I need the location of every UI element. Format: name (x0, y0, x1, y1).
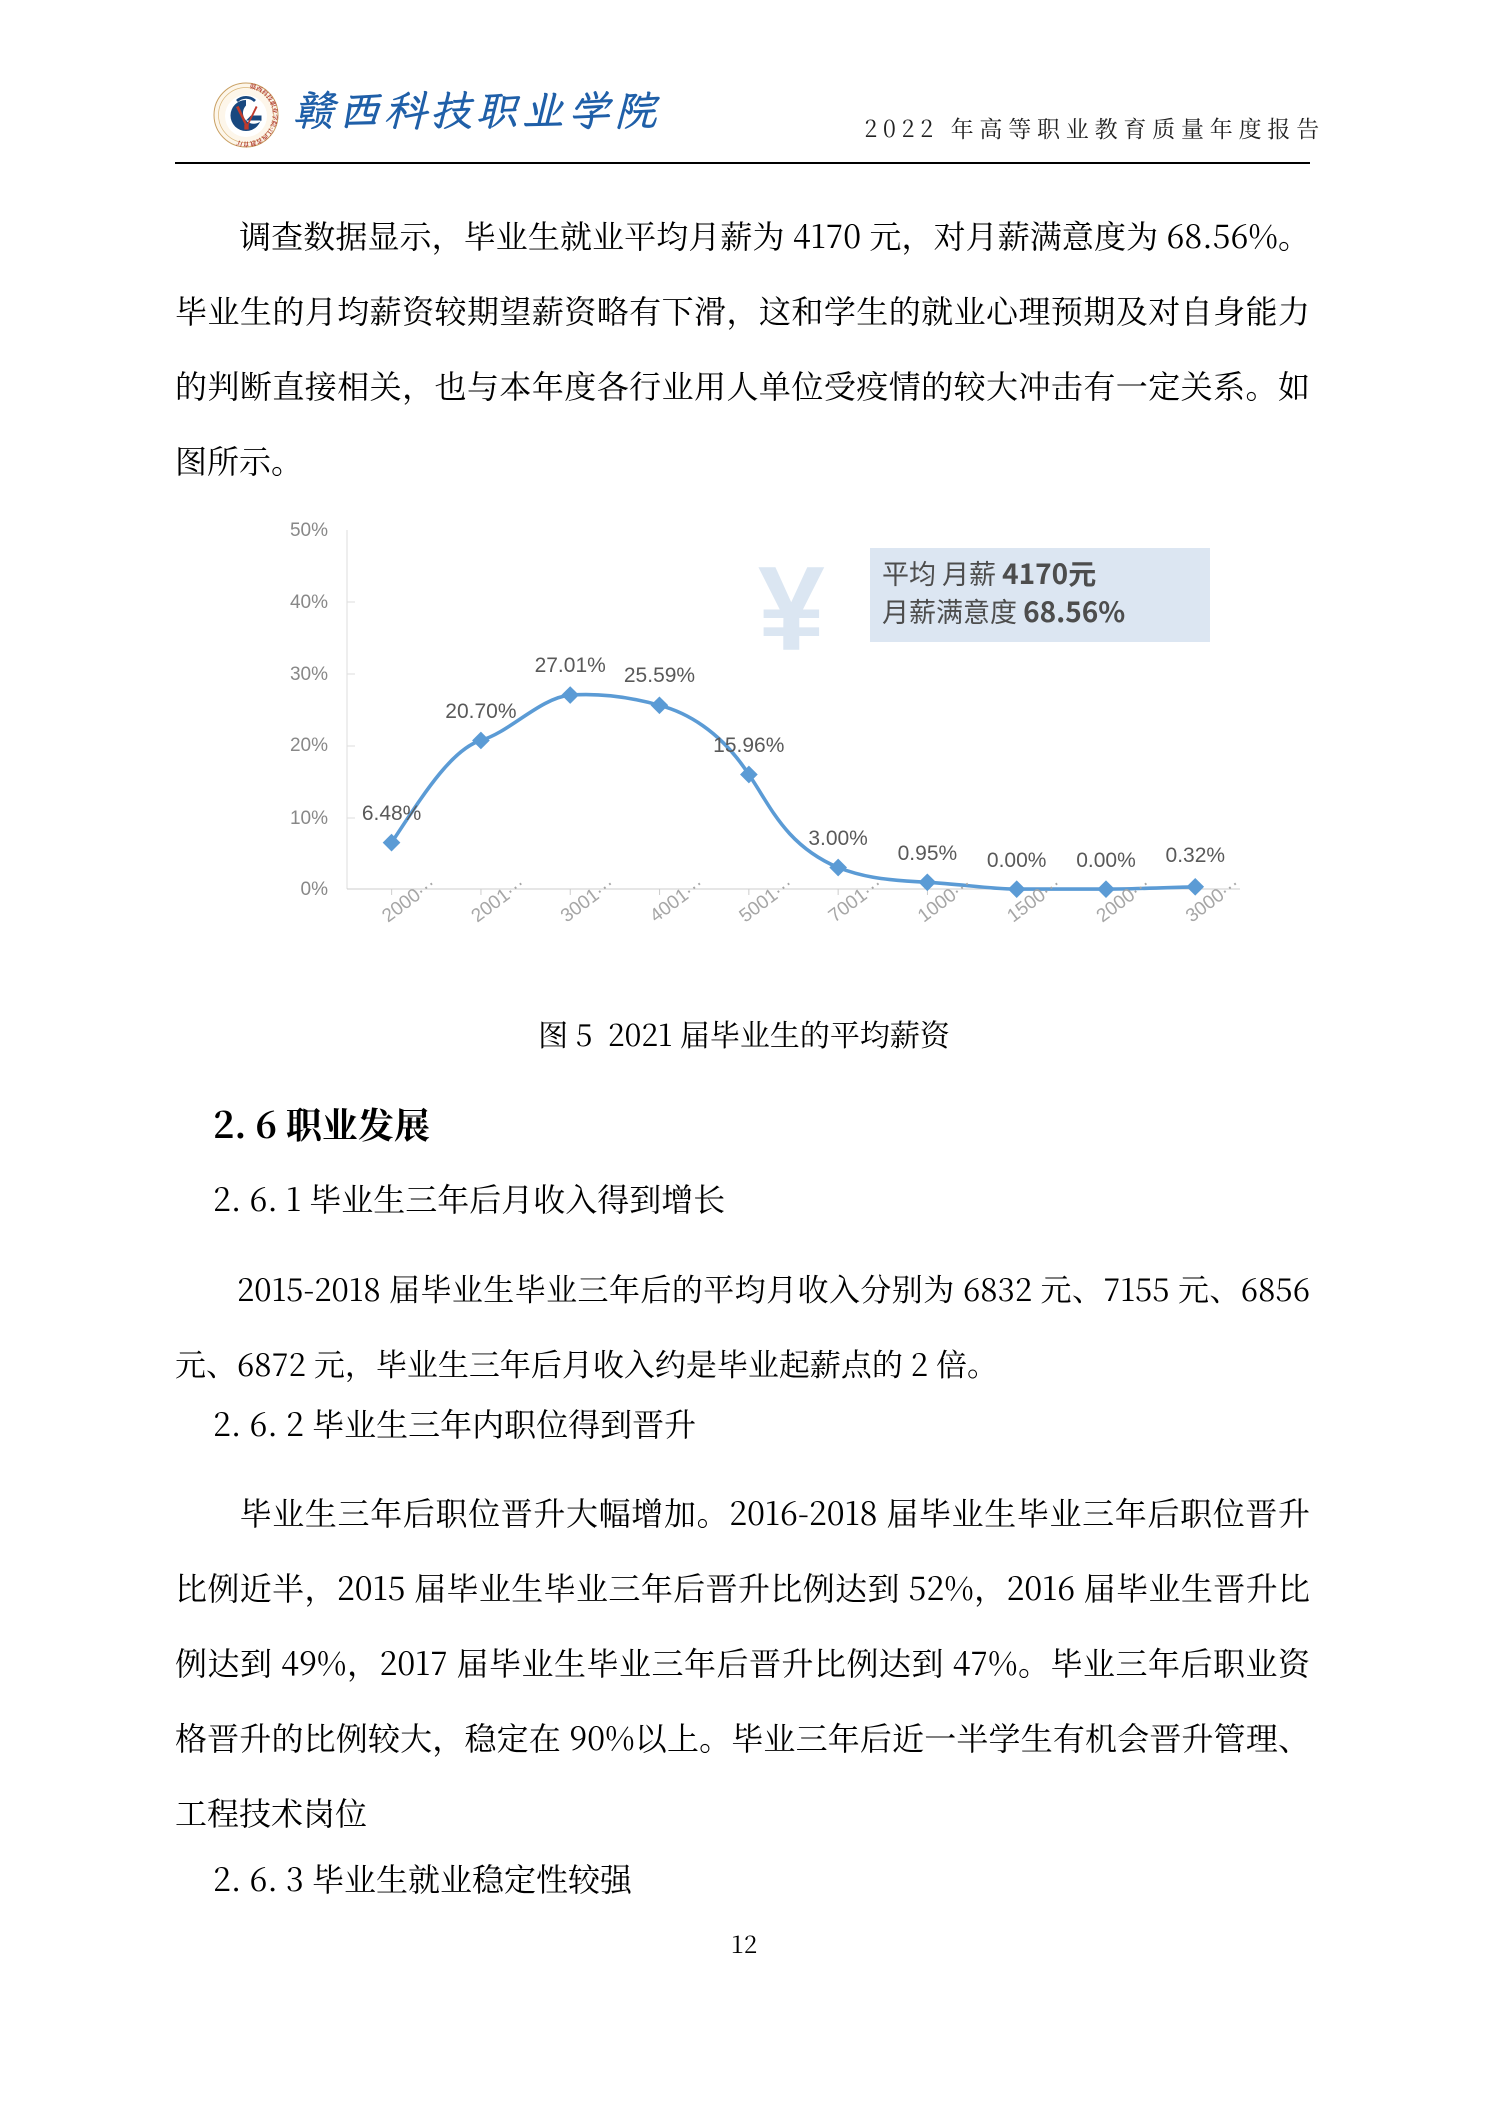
svg-text:2001···: 2001··· (468, 873, 530, 927)
svg-text:1500···: 1500··· (1003, 873, 1065, 927)
svg-text:0.00%: 0.00% (1076, 849, 1136, 872)
svg-text:10%: 10% (290, 808, 328, 829)
svg-text:7001···: 7001··· (825, 873, 887, 927)
svg-text:月薪满意度 68.56%: 月薪满意度 68.56% (882, 591, 1125, 631)
svg-text:5001···: 5001··· (736, 873, 798, 927)
svg-text:15.96%: 15.96% (713, 734, 784, 757)
svg-text:3001···: 3001··· (557, 873, 619, 927)
svg-text:0%: 0% (301, 879, 329, 900)
svg-text:20.70%: 20.70% (445, 700, 516, 723)
svg-text:¥: ¥ (758, 542, 825, 676)
svg-text:50%: 50% (290, 520, 328, 541)
svg-text:27.01%: 27.01% (535, 654, 606, 677)
svg-text:3.00%: 3.00% (808, 827, 868, 850)
svg-text:6.48%: 6.48% (362, 802, 422, 825)
svg-text:40%: 40% (290, 592, 328, 613)
svg-text:2000···: 2000··· (1093, 873, 1155, 927)
svg-text:3000···: 3000··· (1182, 873, 1244, 927)
svg-text:25.59%: 25.59% (624, 664, 695, 687)
svg-text:0.95%: 0.95% (898, 842, 958, 865)
svg-text:2000···: 2000··· (378, 873, 440, 927)
svg-text:30%: 30% (290, 664, 328, 685)
svg-text:4001···: 4001··· (646, 873, 708, 927)
svg-text:0.00%: 0.00% (987, 849, 1047, 872)
svg-text:平均 月薪 4170元: 平均 月薪 4170元 (882, 553, 1096, 593)
svg-text:20%: 20% (290, 735, 328, 756)
svg-text:0.32%: 0.32% (1166, 844, 1226, 867)
